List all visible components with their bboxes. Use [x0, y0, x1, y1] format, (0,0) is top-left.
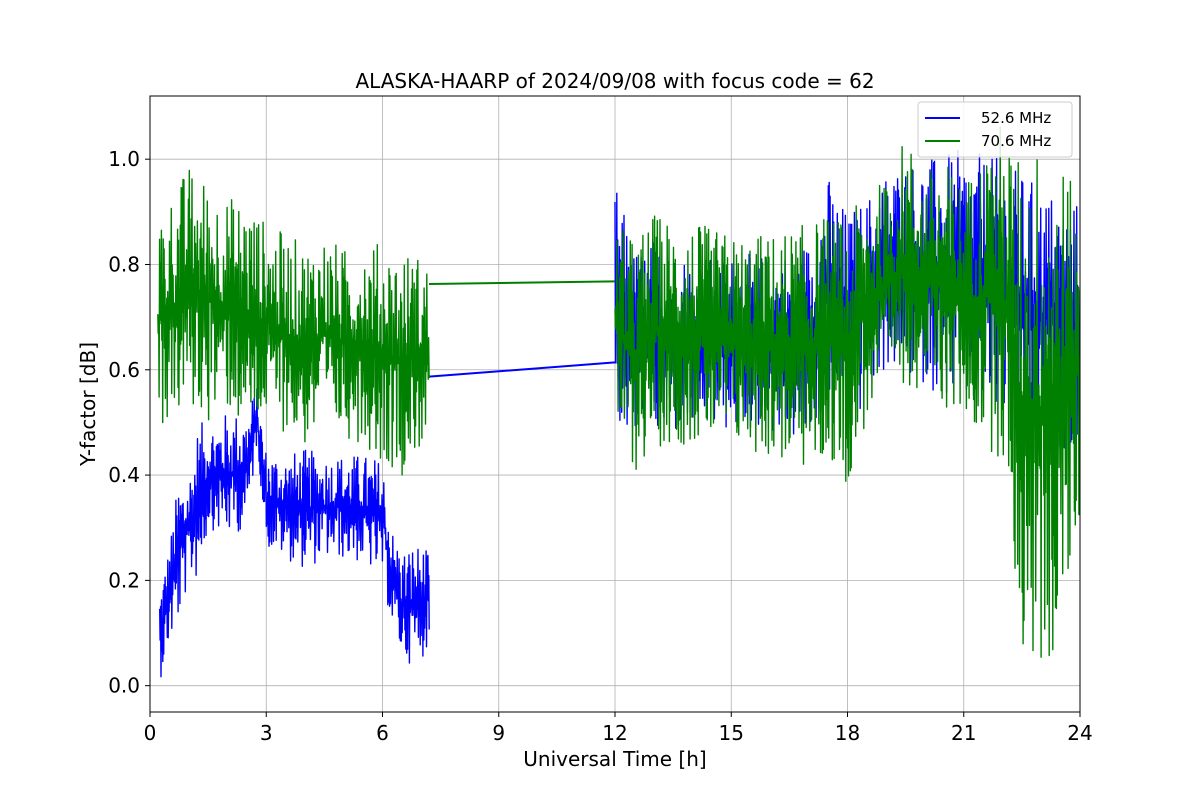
series-line — [159, 388, 430, 678]
series-70-6-mhz — [157, 126, 1080, 658]
legend-box — [917, 101, 1073, 158]
x-tick-label: 18 — [835, 721, 860, 745]
grid — [149, 96, 1081, 712]
legend-label-52-6: 52.6 MHz — [981, 109, 1051, 127]
legend: 52.6 MHz 70.6 MHz — [917, 101, 1073, 158]
x-tick-label: 21 — [951, 721, 976, 745]
x-tick-label: 0 — [144, 721, 157, 745]
series-52-6-mhz — [159, 149, 1080, 678]
y-tick-label: 0.8 — [108, 252, 140, 276]
x-tick-label: 24 — [1067, 721, 1092, 745]
chart-title: ALASKA-HAARP of 2024/09/08 with focus co… — [355, 69, 874, 93]
y-axis-label: Y-factor [dB] — [76, 342, 100, 467]
y-tick-label: 0.0 — [108, 674, 140, 698]
y-tick-label: 0.4 — [108, 463, 140, 487]
gap-connector-line — [428, 361, 616, 378]
x-tick-label: 9 — [492, 721, 505, 745]
y-ticks: 0.0 0.2 0.4 0.6 0.8 1.0 — [108, 147, 150, 698]
x-tick-label: 6 — [376, 721, 389, 745]
x-axis-label: Universal Time [h] — [523, 747, 706, 771]
y-tick-label: 0.6 — [108, 358, 140, 382]
x-ticks: 0 3 6 9 12 15 18 21 24 — [144, 712, 1093, 745]
series-layer — [157, 126, 1080, 678]
y-tick-label: 0.2 — [108, 568, 140, 592]
x-tick-label: 15 — [719, 721, 744, 745]
x-tick-label: 3 — [260, 721, 273, 745]
series-line — [157, 169, 430, 476]
gap-connector-line — [428, 280, 616, 285]
series-line — [614, 126, 1080, 658]
x-tick-label: 12 — [602, 721, 627, 745]
y-tick-label: 1.0 — [108, 147, 140, 171]
legend-label-70-6: 70.6 MHz — [981, 132, 1051, 150]
